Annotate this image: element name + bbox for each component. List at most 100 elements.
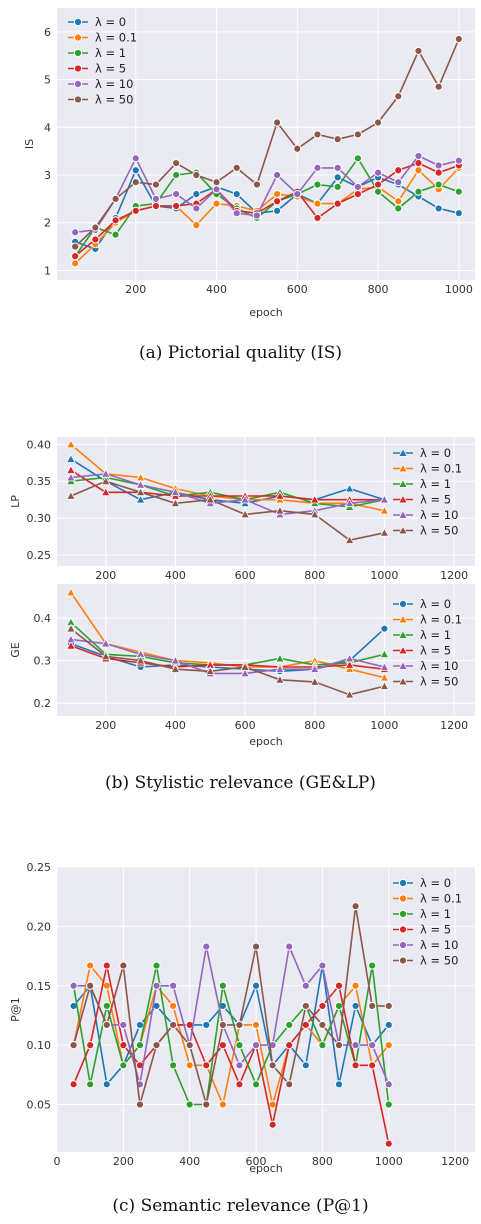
data-point (169, 1001, 178, 1011)
data-point (185, 1041, 194, 1050)
legend-marker (398, 645, 408, 655)
data-point (170, 655, 181, 665)
data-point (379, 494, 390, 504)
legend-marker (398, 629, 408, 639)
data-point (394, 178, 403, 187)
data-point (152, 1041, 161, 1050)
y-tick-label: 0.4 (34, 612, 52, 625)
series-line (70, 469, 385, 501)
data-point (151, 194, 161, 203)
data-point (235, 1061, 244, 1070)
legend-marker (398, 509, 408, 519)
data-point (251, 1020, 261, 1030)
data-point (309, 509, 320, 519)
data-point (252, 180, 262, 189)
data-point (384, 1080, 393, 1089)
data-point (353, 190, 362, 199)
legend-label: λ = 10 (420, 938, 458, 952)
data-point (69, 1080, 78, 1089)
series-5 (66, 476, 390, 544)
data-point (172, 170, 181, 180)
data-point (344, 659, 355, 669)
data-point (275, 505, 285, 515)
y-tick-label: 1 (44, 264, 51, 277)
data-point (344, 498, 355, 508)
data-point (100, 476, 111, 485)
data-point (102, 1001, 111, 1011)
y-tick-label: 5 (44, 74, 51, 87)
data-point (394, 197, 403, 206)
data-point (202, 1061, 211, 1070)
x-tick-label: 600 (235, 719, 256, 732)
x-tick-label: 1200 (441, 1155, 469, 1168)
data-point (218, 1100, 227, 1109)
data-point (454, 34, 463, 44)
data-point (169, 1061, 178, 1070)
data-point (66, 472, 76, 482)
legend-label: λ = 1 (420, 907, 451, 921)
data-point (192, 190, 201, 199)
plot-area (57, 8, 475, 280)
legend-label: λ = 0.1 (420, 613, 462, 627)
data-point (131, 154, 140, 163)
y-tick-label: 0.25 (27, 861, 52, 874)
data-point (318, 1041, 327, 1050)
legend-label: λ = 10 (95, 77, 133, 91)
caption-a: (a) Pictorial quality (IS) (138, 343, 343, 363)
data-point (235, 1020, 244, 1030)
data-point (379, 505, 390, 515)
data-point (66, 454, 76, 463)
data-point (135, 1100, 145, 1109)
data-point (251, 1041, 261, 1050)
data-point (169, 1020, 178, 1030)
legend-marker (398, 925, 408, 934)
data-point (202, 1100, 211, 1109)
y-axis-label: LP (9, 495, 22, 508)
data-point (434, 168, 443, 177)
data-point (394, 92, 403, 101)
data-point (368, 1001, 377, 1011)
data-point (69, 981, 78, 990)
data-point (368, 1041, 377, 1050)
data-point (252, 211, 262, 220)
data-point (293, 190, 302, 199)
data-point (240, 509, 250, 519)
x-axis-label: epoch (249, 1162, 283, 1175)
legend-label: λ = 50 (420, 954, 458, 968)
data-point (313, 213, 322, 223)
series-line (72, 906, 389, 1105)
data-point (192, 204, 201, 213)
data-point (235, 1080, 244, 1089)
data-point (379, 527, 390, 537)
data-point (192, 170, 201, 180)
series-line (70, 473, 385, 516)
series-line (72, 965, 390, 1106)
data-point (353, 154, 362, 163)
data-point (232, 190, 241, 199)
data-point (202, 942, 211, 951)
y-axis-label: IS (23, 139, 36, 149)
data-point (71, 252, 80, 261)
data-point (373, 118, 383, 127)
data-point (102, 961, 111, 970)
legend-marker (398, 956, 408, 965)
data-point (368, 1061, 377, 1070)
data-point (384, 1001, 393, 1011)
data-point (394, 166, 403, 175)
y-tick-label: 2 (44, 217, 51, 230)
legend-marker (398, 660, 408, 670)
legend-label: λ = 1 (420, 628, 451, 642)
data-point (172, 190, 181, 199)
legend: λ = 0 λ = 0.1λ = 1 λ = 5λ = 10 λ = 50 (68, 15, 137, 107)
data-point (268, 1061, 277, 1070)
data-point (240, 662, 250, 671)
legend-marker (398, 940, 408, 950)
plot-area (57, 867, 475, 1152)
y-tick-label: 6 (44, 26, 51, 39)
data-point (285, 1041, 294, 1050)
data-point (135, 1020, 145, 1030)
data-point (293, 144, 302, 153)
legend-label: λ = 50 (95, 93, 133, 107)
data-point (86, 1041, 95, 1050)
data-point (212, 199, 221, 208)
